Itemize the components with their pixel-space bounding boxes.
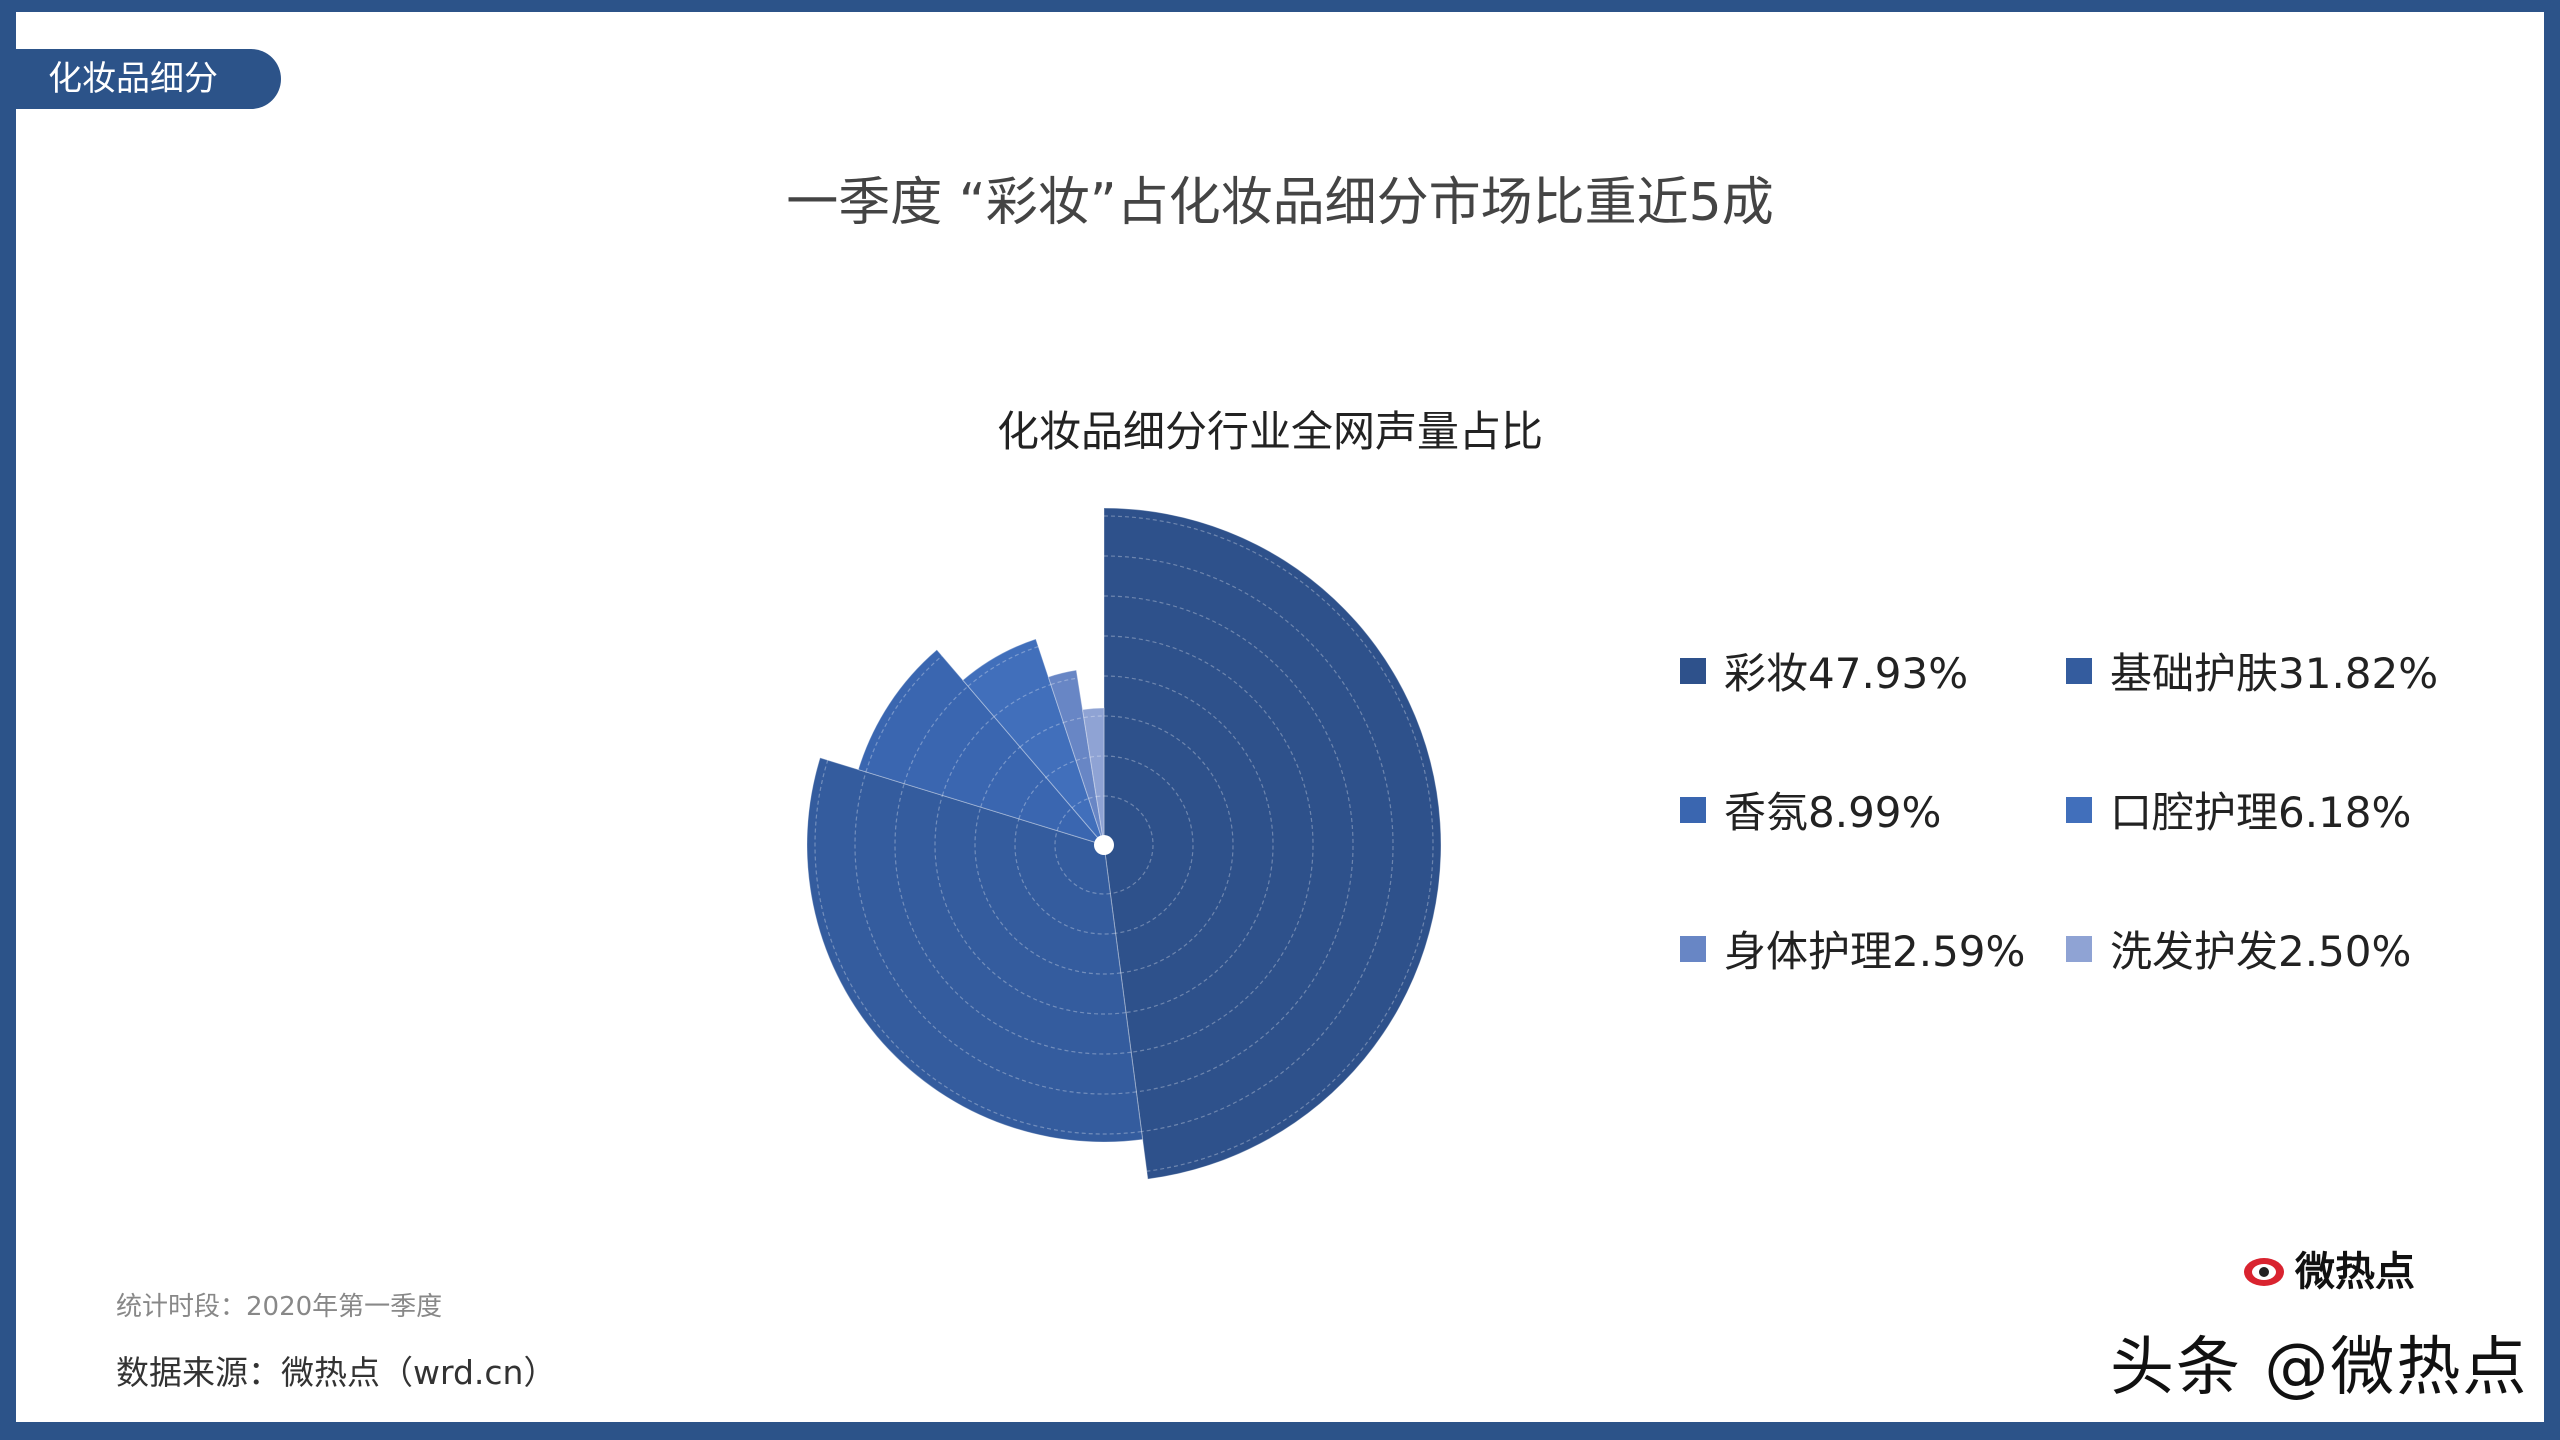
legend-swatch	[2066, 935, 2092, 962]
rose-ring	[1103, 755, 1194, 934]
legend-label: 口腔护理6.18%	[2110, 788, 2412, 837]
rose-ring	[1071, 797, 1089, 809]
rose-ring	[1018, 776, 1047, 820]
rose-ring	[854, 771, 1137, 1095]
legend-swatch	[1680, 796, 1706, 823]
legend-label: 基础护肤31.82%	[2110, 649, 2439, 698]
section-tag: 化妆品细分	[0, 49, 281, 109]
watermark-text: 头条 @微热点	[2110, 1331, 2529, 1405]
rose-ring	[934, 795, 1127, 1015]
rose-ring	[1083, 715, 1105, 719]
legend-item-4[interactable]: 身体护理2.59%	[1680, 918, 2025, 979]
legend-item-2[interactable]: 香氛8.99%	[1680, 779, 1941, 840]
legend-item-3[interactable]: 口腔护理6.18%	[2066, 779, 2411, 840]
rose-slice-1[interactable]	[806, 757, 1144, 1143]
rose-ring	[1089, 755, 1105, 758]
rose-ring	[941, 716, 995, 796]
rose-ring	[1088, 796, 1097, 800]
rose-ring	[1075, 756, 1091, 762]
legend-swatch	[2066, 796, 2092, 823]
watermark-logo-text: 微热点	[2295, 1249, 2415, 1295]
rose-ring	[1050, 677, 1078, 686]
rose-ring	[865, 655, 943, 773]
rose-ring	[1103, 715, 1234, 974]
weibo-eye-logo-icon	[2244, 1258, 2284, 1286]
rose-ring	[1096, 795, 1105, 798]
rose-ring	[1014, 818, 1116, 935]
rose-ring	[1054, 830, 1111, 895]
rose-ring	[1103, 795, 1154, 895]
statistics-period: 统计时段：2020年第一季度	[116, 1292, 443, 1322]
rose-slice-4[interactable]	[1047, 669, 1105, 846]
slide-title: 一季度 “彩妆”占化妆品细分市场比重近5成	[786, 173, 1774, 233]
legend-swatch	[1680, 657, 1706, 684]
rose-ring	[1103, 515, 1434, 1172]
rose-slice-5[interactable]	[1081, 707, 1105, 846]
rose-ring	[903, 685, 969, 784]
legend-swatch	[2066, 657, 2092, 684]
legend-item-0[interactable]: 彩妆47.93%	[1680, 640, 1968, 701]
legend-swatch	[1680, 935, 1706, 962]
rose-ring	[980, 746, 1021, 808]
legend-item-5[interactable]: 洗发护发2.50%	[2066, 918, 2411, 979]
rose-ring	[1019, 721, 1064, 748]
legend-item-1[interactable]: 基础护肤31.82%	[2066, 640, 2438, 701]
rose-ring	[1063, 716, 1084, 724]
rose-slice-2[interactable]	[857, 649, 1106, 846]
rose-ring	[814, 759, 1142, 1135]
rose-ring	[1103, 675, 1274, 1014]
data-source: 数据来源：微热点（wrd.cn）	[116, 1353, 557, 1392]
chart-title: 化妆品细分行业全网声量占比	[996, 407, 1543, 456]
legend-label: 彩妆47.93%	[1724, 649, 1969, 698]
rose-ring	[1045, 759, 1077, 778]
legend-label: 洗发护发2.50%	[2110, 927, 2412, 976]
legend-label: 身体护理2.59%	[1724, 927, 2026, 976]
chart-center	[1094, 835, 1114, 855]
rose-slice-0[interactable]	[1103, 507, 1442, 1180]
rose-ring	[1103, 595, 1354, 1093]
rose-ring	[1103, 635, 1314, 1053]
rose-ring	[974, 806, 1121, 975]
rose-slice-3[interactable]	[962, 638, 1105, 846]
rose-ring	[1056, 807, 1073, 831]
rose-ring	[1103, 555, 1394, 1133]
legend-label: 香氛8.99%	[1724, 788, 1942, 837]
